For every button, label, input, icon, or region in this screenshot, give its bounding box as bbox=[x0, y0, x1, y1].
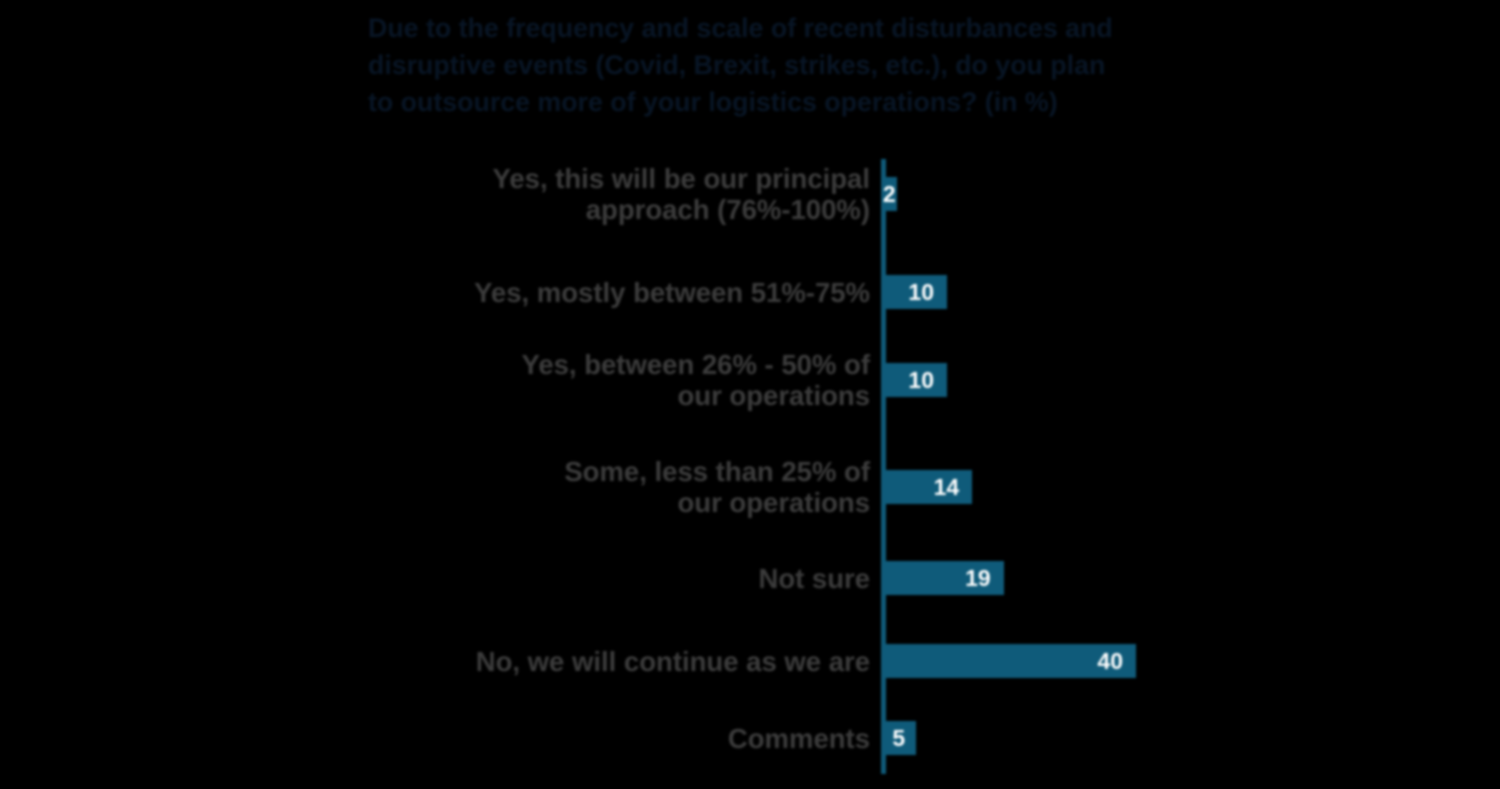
chart-title: Due to the frequency and scale of recent… bbox=[368, 10, 1168, 121]
category-label: Yes, mostly between 51%-75% bbox=[474, 277, 870, 308]
bar-value-label: 2 bbox=[882, 180, 896, 207]
bar-value-label: 10 bbox=[908, 366, 934, 393]
category-label: Not sure bbox=[758, 563, 870, 594]
y-axis-line bbox=[881, 159, 886, 774]
category-label-line: Yes, this will be our principal bbox=[492, 163, 870, 194]
bar-value-label: 10 bbox=[908, 278, 934, 305]
bar: 10 bbox=[882, 363, 947, 397]
category-label-line: our operations bbox=[677, 487, 870, 518]
category-label: No, we will continue as we are bbox=[476, 646, 870, 677]
category-label-line: Not sure bbox=[758, 562, 870, 594]
bar: 2 bbox=[882, 177, 897, 211]
chart-title-line: Due to the frequency and scale of recent… bbox=[368, 13, 1113, 43]
category-label-line: Yes, mostly between 51%-75% bbox=[474, 276, 870, 308]
category-label: Some, less than 25% of our operations bbox=[564, 456, 870, 518]
bar: 19 bbox=[882, 561, 1004, 595]
bar-value-label: 40 bbox=[1097, 647, 1123, 674]
category-label-line: Yes, between 26% - 50% of bbox=[521, 349, 870, 380]
bar: 14 bbox=[882, 470, 973, 504]
chart-title-line: disruptive events (Covid, Brexit, strike… bbox=[368, 50, 1106, 80]
category-label-line: approach (76%-100%) bbox=[585, 194, 870, 225]
bar: 40 bbox=[882, 644, 1136, 678]
category-label: Yes, this will be our principal approach … bbox=[493, 163, 870, 225]
category-label-line: No, we will continue as we are bbox=[475, 645, 870, 677]
category-label-line: our operations bbox=[677, 380, 870, 411]
bar-value-label: 14 bbox=[933, 473, 960, 500]
category-label-line: Some, less than 25% of bbox=[564, 456, 870, 487]
category-label-line: Comments bbox=[727, 722, 870, 754]
bar: 5 bbox=[882, 721, 916, 755]
category-label: Comments bbox=[728, 723, 870, 754]
bar: 10 bbox=[882, 275, 947, 309]
chart-title-line: to outsource more of your logistics oper… bbox=[368, 87, 1058, 117]
category-label: Yes, between 26% - 50% of our operations bbox=[522, 349, 870, 411]
bar-value-label: 19 bbox=[965, 564, 991, 591]
bar-value-label: 5 bbox=[892, 724, 906, 751]
